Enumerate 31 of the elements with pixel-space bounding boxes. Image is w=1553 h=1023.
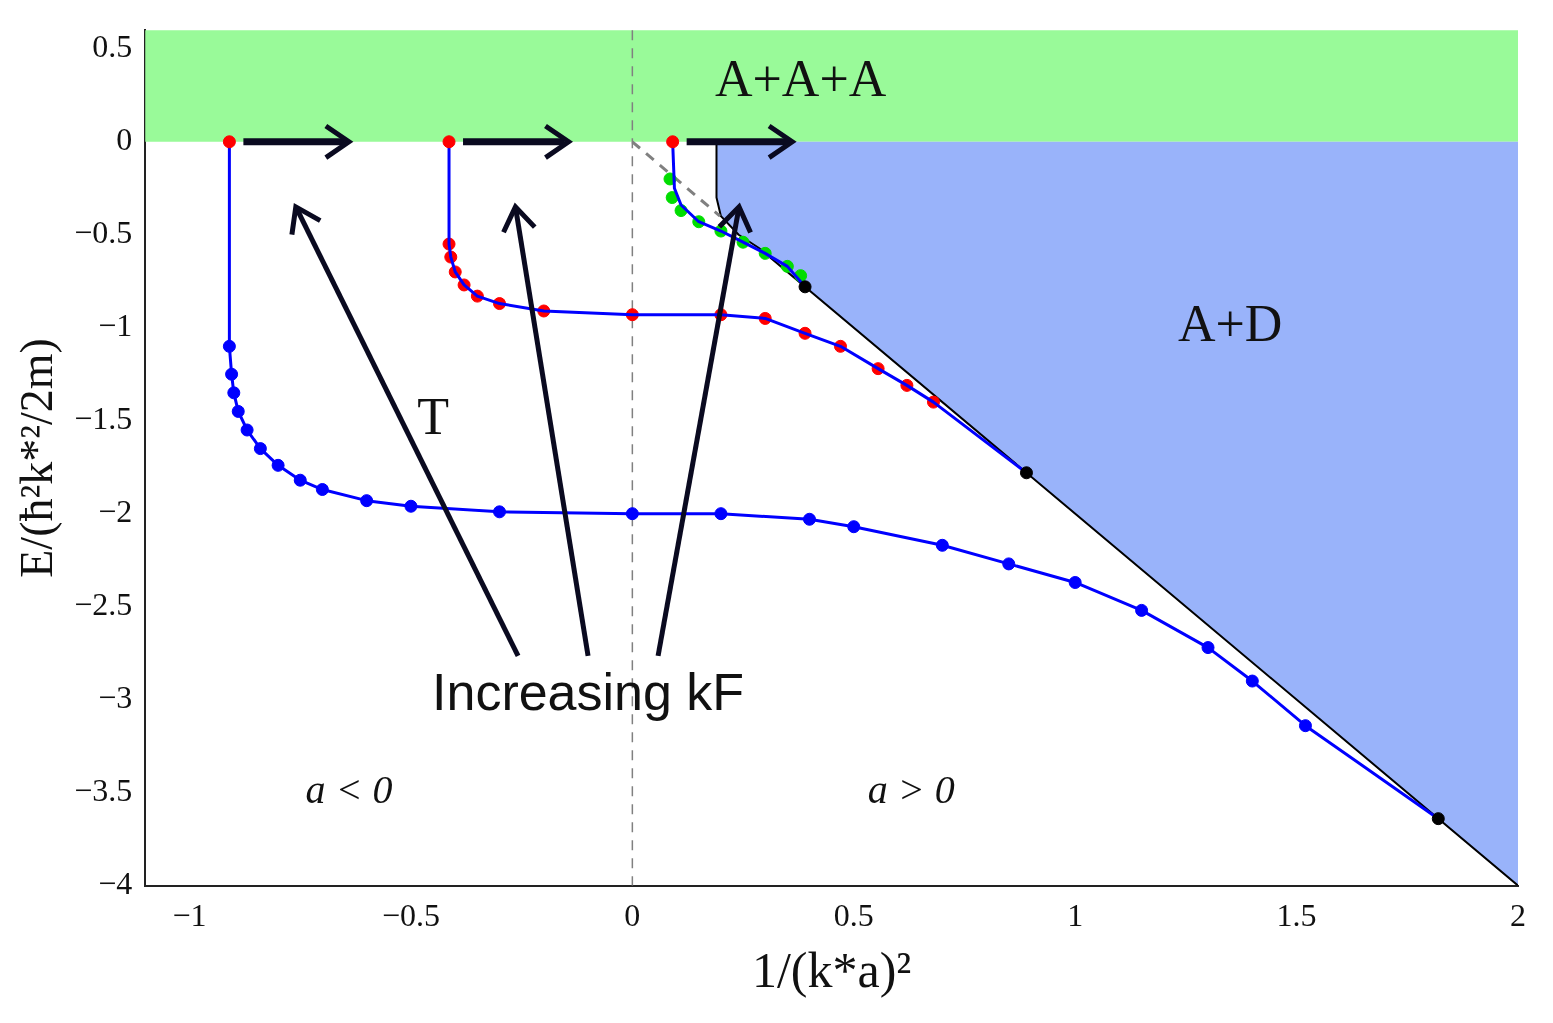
y-tick-label: −1.5	[74, 400, 133, 437]
annotation: a < 0	[305, 767, 393, 813]
x-tick-label: −1	[172, 897, 207, 934]
y-tick-label: −3	[98, 679, 133, 716]
point	[442, 135, 456, 149]
x-tick-label: −0.5	[381, 897, 440, 934]
point	[666, 135, 680, 149]
annotation: T	[417, 388, 449, 446]
annotation: Increasing kF	[432, 663, 745, 722]
y-axis-title: E/(ħ²k*²/2m)	[10, 338, 62, 578]
y-tick-label: −4	[98, 865, 133, 902]
y-tick-label: 0	[116, 121, 133, 158]
y-tick-label: −3.5	[74, 772, 133, 809]
x-tick-label: 1	[1067, 897, 1084, 934]
y-tick-label: −2	[98, 493, 133, 530]
x-axis-title: 1/(k*a)²	[751, 942, 912, 999]
y-tick-label: −1	[98, 307, 133, 344]
y-tick-label: −2.5	[74, 586, 133, 623]
y-tick-label: −0.5	[74, 214, 133, 251]
point	[222, 135, 236, 149]
annotation: A+D	[1177, 295, 1283, 353]
x-tick-label: 0	[624, 897, 641, 934]
annotation: a > 0	[867, 767, 955, 813]
y-tick-label: 0.5	[92, 28, 133, 65]
point	[1431, 812, 1445, 826]
annotation: A+A+A	[714, 49, 887, 107]
x-tick-label: 1.5	[1276, 897, 1317, 934]
x-tick-label: 0.5	[833, 897, 874, 934]
x-tick-label: 2	[1510, 897, 1526, 934]
point	[1019, 466, 1033, 480]
point	[798, 280, 812, 294]
